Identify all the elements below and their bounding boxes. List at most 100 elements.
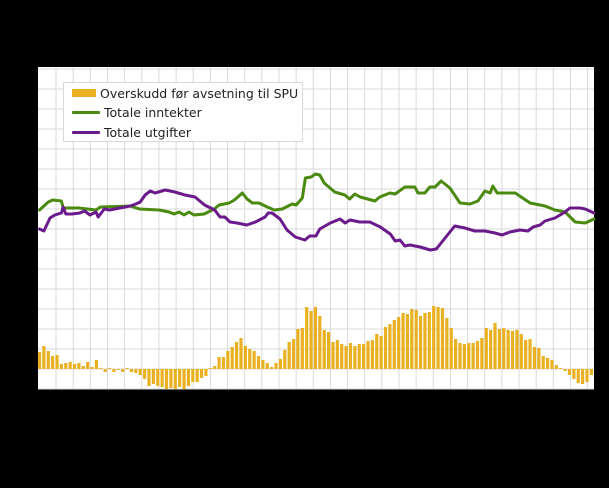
expenses-line-swatch-icon <box>72 130 100 134</box>
bar <box>506 330 510 369</box>
bar <box>576 369 580 383</box>
bar <box>217 357 221 369</box>
bar <box>392 320 396 369</box>
bar <box>532 347 537 369</box>
bar <box>502 328 506 369</box>
bar <box>226 351 230 369</box>
bar <box>235 342 239 369</box>
legend-label: Overskudd før avsetning til SPU <box>100 85 299 101</box>
bar <box>90 367 94 369</box>
bar <box>405 314 410 369</box>
legend-item-surplus: Overskudd før avsetning til SPU <box>72 84 298 102</box>
bar <box>475 341 480 369</box>
bar <box>427 312 431 369</box>
bar <box>318 316 322 369</box>
bar <box>129 369 134 372</box>
bar <box>305 307 309 369</box>
bar <box>440 308 445 369</box>
line-series <box>38 172 596 252</box>
bar <box>344 346 348 369</box>
bar <box>147 369 151 386</box>
bar <box>283 350 287 369</box>
legend-item-expenses: Totale utgifter <box>72 123 191 141</box>
bar <box>445 318 449 369</box>
bar <box>208 368 212 369</box>
bar <box>252 351 256 369</box>
legend-label: Totale utgifter <box>104 124 191 140</box>
surplus-swatch-icon <box>72 89 96 97</box>
bar <box>436 307 440 369</box>
bar <box>199 369 204 378</box>
bar <box>370 340 374 369</box>
bar <box>326 332 331 369</box>
bar <box>72 364 77 369</box>
bar <box>559 368 563 369</box>
bar <box>567 369 572 375</box>
bar <box>401 313 405 369</box>
bar <box>37 352 42 369</box>
bar <box>480 338 484 369</box>
bar <box>309 311 313 369</box>
bar <box>545 358 550 369</box>
bar <box>454 339 458 369</box>
bar <box>497 329 501 369</box>
bar <box>524 340 528 369</box>
bar <box>59 364 63 369</box>
bar <box>287 342 291 369</box>
bar <box>94 360 99 369</box>
bar <box>107 368 112 369</box>
bar <box>182 369 186 389</box>
bar <box>55 355 59 369</box>
bar <box>291 339 296 369</box>
bar <box>423 313 427 369</box>
legend-label: Totale inntekter <box>104 104 202 120</box>
bar <box>134 369 138 373</box>
bar <box>554 365 558 369</box>
bar <box>239 338 243 369</box>
bar <box>449 328 453 369</box>
bar <box>46 351 50 369</box>
bar <box>261 360 265 369</box>
income-line <box>38 172 596 225</box>
bar <box>366 341 370 369</box>
bar <box>99 368 103 369</box>
bar <box>357 344 361 369</box>
bar <box>68 362 72 369</box>
bar <box>138 369 142 375</box>
bar <box>471 343 475 369</box>
bar <box>397 317 401 369</box>
grid-lines <box>38 67 594 390</box>
bar <box>191 369 195 382</box>
bar <box>313 307 318 369</box>
bar <box>585 369 589 382</box>
bar <box>195 369 199 382</box>
bar <box>331 342 335 369</box>
bar <box>173 369 177 389</box>
bar <box>300 328 304 369</box>
bar <box>103 369 107 372</box>
bar <box>528 339 532 369</box>
bar <box>156 369 160 386</box>
bar <box>541 356 545 369</box>
bar <box>51 356 55 369</box>
bar <box>510 331 515 369</box>
bar <box>278 359 282 369</box>
bar <box>484 328 488 369</box>
bar <box>256 356 261 369</box>
bar <box>515 330 519 369</box>
bar <box>164 369 169 389</box>
bar <box>383 327 388 369</box>
bar <box>296 329 300 369</box>
bar <box>178 369 182 387</box>
bar <box>274 363 278 369</box>
bar <box>116 369 120 370</box>
bar <box>375 334 379 369</box>
bar <box>121 369 125 372</box>
bar <box>213 366 217 369</box>
bar <box>221 357 226 369</box>
bar <box>589 369 593 375</box>
income-line-swatch-icon <box>72 110 100 114</box>
bar <box>81 366 85 369</box>
bar <box>462 344 466 369</box>
